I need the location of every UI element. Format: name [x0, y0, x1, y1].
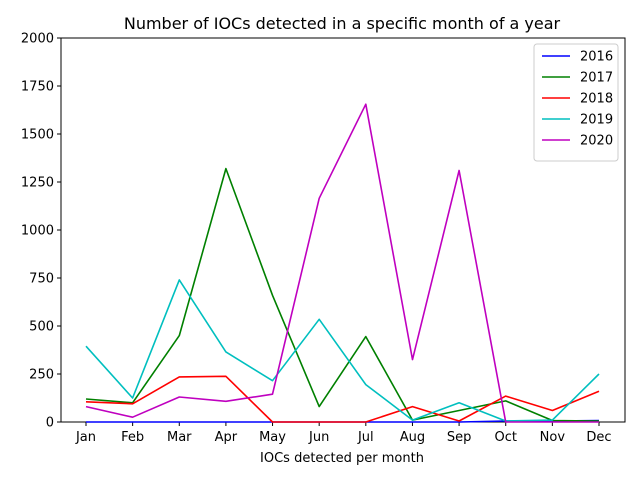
- x-tick-label: Aug: [400, 430, 425, 445]
- y-tick-label: 1000: [21, 224, 54, 239]
- x-tick-label: Feb: [121, 430, 144, 445]
- legend-label: 2017: [580, 71, 613, 86]
- x-tick-label: Jun: [308, 430, 329, 445]
- y-tick-label: 1250: [21, 176, 54, 191]
- x-tick-label: Mar: [167, 430, 192, 445]
- y-tick-label: 1500: [21, 128, 54, 143]
- y-tick-label: 0: [46, 416, 54, 431]
- series-line-2018: [85, 375, 600, 423]
- series-line-2020: [85, 103, 599, 423]
- legend-label: 2020: [580, 134, 613, 149]
- chart-title: Number of IOCs detected in a specific mo…: [124, 14, 561, 33]
- legend-label: 2018: [580, 92, 613, 107]
- y-tick-label: 1750: [21, 80, 54, 95]
- legend-label: 2016: [580, 50, 613, 65]
- x-axis-label: IOCs detected per month: [260, 451, 424, 466]
- series-line-2017: [85, 167, 600, 422]
- x-tick-label: Jul: [357, 430, 374, 445]
- legend-box: [533, 43, 619, 162]
- x-tick-label: Nov: [540, 430, 566, 445]
- series-line-2019: [85, 279, 600, 422]
- x-tick-label: Jan: [75, 430, 96, 445]
- y-tick-label: 250: [29, 368, 54, 383]
- x-tick-label: May: [259, 430, 286, 445]
- plot-area: 0 250 500 750 1000 1250 1500 1750 2000 Jan Feb Mar A…: [21, 32, 626, 445]
- x-tick-label: Oct: [494, 430, 516, 445]
- y-tick-label: 500: [29, 320, 54, 335]
- legend-label: 2019: [580, 113, 613, 128]
- x-tick-label: Apr: [215, 430, 238, 445]
- x-tick-label: Dec: [586, 430, 611, 445]
- y-tick-label: 2000: [21, 32, 54, 47]
- y-tick-label: 750: [29, 272, 54, 287]
- x-tick-label: Sep: [447, 430, 472, 445]
